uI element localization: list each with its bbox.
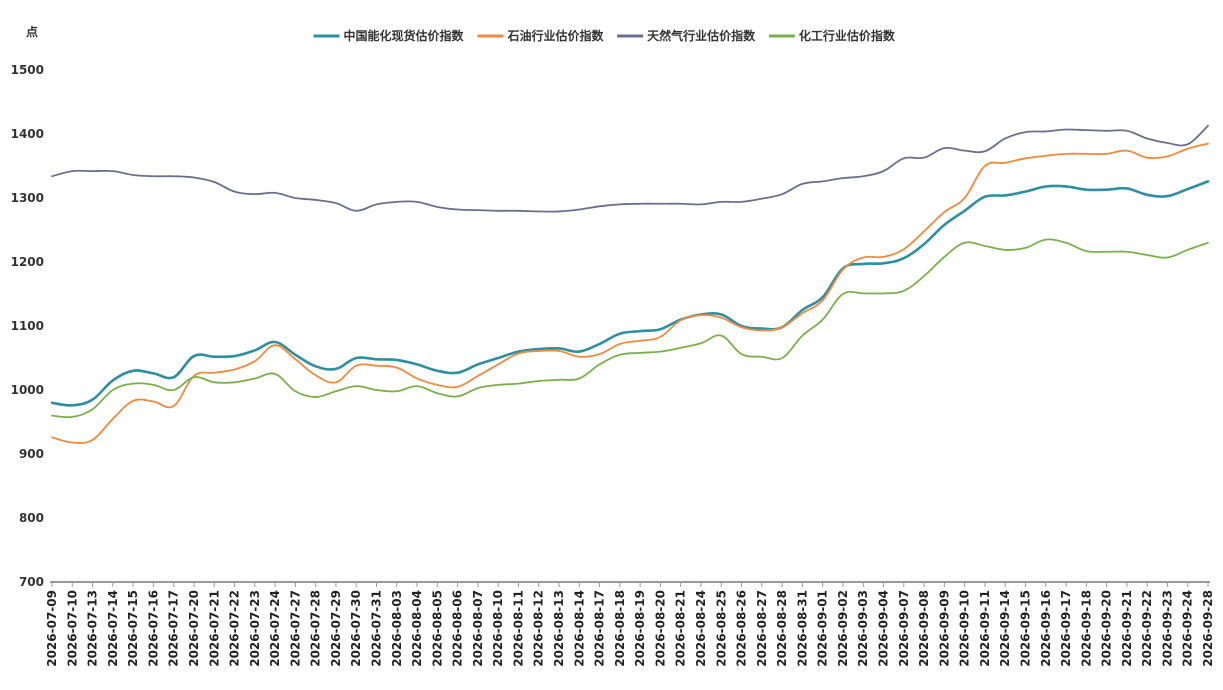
x-tick-label: 2026-09-14 [998,590,1012,667]
y-tick-label: 1100 [11,319,44,333]
x-tick-label: 2026-08-11 [511,590,525,667]
x-tick-label: 2026-08-31 [795,590,809,667]
y-tick-label: 1200 [11,255,44,269]
x-tick-label: 2026-08-05 [430,590,444,667]
y-axis: 700 800 900 1000 1100 1200 1300 1400 1500 [11,63,44,589]
y-tick-label: 800 [19,511,44,525]
x-tick-label: 2026-08-18 [613,590,627,667]
series-line-3 [51,124,1209,213]
x-tick-label: 2026-07-10 [65,590,79,667]
y-unit-label: 点 [26,24,38,39]
x-tick-label: 2026-09-03 [856,590,870,667]
x-tick-label: 2026-07-16 [146,590,160,667]
x-tick-label: 2026-09-28 [1201,590,1215,667]
series-line-2 [51,142,1209,444]
legend-label-4: 化工行业估价指数 [799,28,896,43]
y-tick-label: 1500 [11,63,44,77]
x-tick-label: 2026-09-11 [978,590,992,667]
x-tick-label: 2026-07-31 [369,590,383,667]
x-tick-label: 2026-09-10 [958,590,972,667]
x-tick-label: 2026-08-13 [552,590,566,667]
x-tick-label: 2026-09-23 [1160,590,1174,667]
x-tick-label: 2026-09-04 [877,590,891,667]
x-tick-label: 2026-07-23 [248,590,262,667]
x-tick-label: 2026-07-13 [86,590,100,667]
x-tick-label: 2026-08-25 [714,590,728,667]
x-tick-label: 2026-07-27 [288,590,302,667]
series-line-1 [50,180,1210,407]
x-tick-label: 2026-08-28 [775,590,789,667]
x-tick-label: 2026-09-07 [897,590,911,667]
x-tick-label: 2026-08-20 [653,590,667,667]
series-line-4 [51,238,1209,419]
x-tick-label: 2026-07-09 [45,590,59,667]
x-tick-label: 2026-08-04 [410,590,424,667]
x-axis: 2026-07-09 2026-07-10 2026-07-13 2026-07-14… [45,582,1215,667]
legend-label-1: 中国能化现货估价指数 [344,28,465,43]
x-tick-label: 2026-08-26 [735,590,749,667]
y-tick-label: 1000 [11,383,44,397]
x-tick-label: 2026-09-24 [1181,590,1195,667]
x-tick-label: 2026-07-24 [268,590,282,667]
x-tick-label: 2026-08-07 [471,590,485,667]
x-tick-label: 2026-08-10 [491,590,505,667]
x-tick-label: 2026-07-22 [228,590,242,667]
y-tick-label: 1300 [11,191,44,205]
x-tick-label: 2026-08-12 [532,590,546,667]
x-tick-label: 2026-07-28 [309,590,323,667]
x-tick-label: 2026-09-16 [1039,590,1053,667]
x-tick-label: 2026-08-24 [694,590,708,667]
x-tick-label: 2026-09-02 [836,590,850,667]
x-tick-label: 2026-07-15 [126,590,140,667]
y-tick-label: 900 [19,447,44,461]
x-tick-label: 2026-09-09 [937,590,951,667]
y-tick-label: 700 [19,575,44,589]
legend-label-2: 石油行业估价指数 [507,28,605,43]
x-tick-label: 2026-07-14 [106,590,120,667]
legend: 中国能化现货估价指数 石油行业估价指数 天然气行业估价指数 化工行业估价指数 [313,28,896,43]
x-tick-label: 2026-09-21 [1120,590,1134,667]
x-tick-label: 2026-07-17 [167,590,181,667]
x-tick-label: 2026-08-27 [755,590,769,667]
x-tick-label: 2026-08-03 [390,590,404,667]
x-tick-label: 2026-09-08 [917,590,931,667]
x-tick-label: 2026-09-01 [816,590,830,667]
x-tick-label: 2026-09-17 [1059,590,1073,667]
x-tick-label: 2026-09-20 [1100,590,1114,667]
x-tick-label: 2026-08-17 [593,590,607,667]
x-tick-label: 2026-09-18 [1079,590,1093,667]
x-tick-label: 2026-09-15 [1018,590,1032,667]
series-lines [50,124,1210,444]
x-tick-label: 2026-09-22 [1140,590,1154,667]
x-tick-label: 2026-08-19 [633,590,647,667]
x-tick-label: 2026-08-06 [451,590,465,667]
x-tick-label: 2026-08-21 [674,590,688,667]
x-tick-label: 2026-07-20 [187,590,201,667]
legend-label-3: 天然气行业估价指数 [647,28,756,43]
x-tick-label: 2026-07-30 [349,590,363,667]
y-tick-label: 1400 [11,127,44,141]
x-tick-label: 2026-07-29 [329,590,343,667]
x-tick-label: 2026-07-21 [207,590,221,667]
x-tick-label: 2026-08-14 [572,590,586,667]
